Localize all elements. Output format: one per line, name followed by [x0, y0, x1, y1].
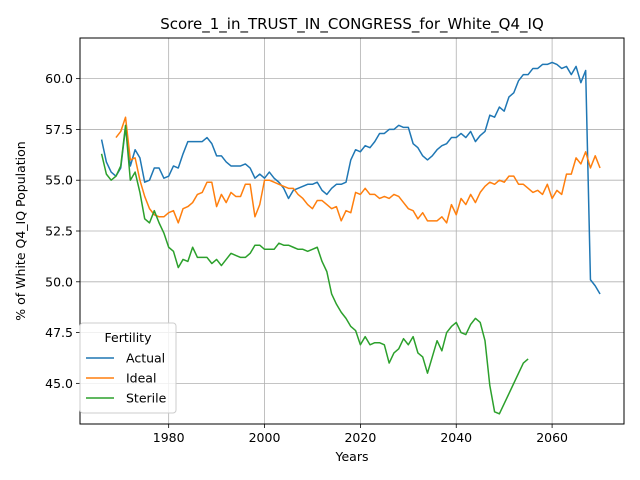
x-tick-label: 2020 — [344, 430, 376, 445]
y-tick-label: 52.5 — [45, 224, 73, 239]
y-tick-label: 60.0 — [45, 71, 73, 86]
y-tick-label: 45.0 — [45, 376, 73, 391]
legend-box — [79, 322, 177, 414]
x-tick-label: 2040 — [440, 430, 472, 445]
x-axis-ticks: 1980 2000 2020 2040 2060 — [153, 424, 568, 445]
chart-title: Score_1_in_TRUST_IN_CONGRESS_for_White_Q… — [160, 15, 544, 34]
legend-label-actual: Actual — [126, 351, 165, 366]
legend-label-sterile: Sterile — [126, 391, 167, 406]
y-tick-label: 50.0 — [45, 274, 73, 289]
y-tick-label: 47.5 — [45, 325, 73, 340]
y-axis-ticks: 45.0 47.5 50.0 52.5 55.0 57.5 60.0 — [45, 71, 80, 391]
y-axis-label: % of White Q4_IQ Population — [13, 141, 28, 320]
y-tick-label: 55.0 — [45, 173, 73, 188]
series-lines — [100, 61, 601, 415]
x-tick-label: 2060 — [536, 430, 568, 445]
legend-title: Fertility — [105, 330, 153, 345]
grid — [80, 38, 624, 424]
series-line-actual — [100, 61, 601, 295]
x-axis-label: Years — [335, 449, 369, 464]
y-tick-label: 57.5 — [45, 122, 73, 137]
series-line-ideal — [115, 116, 601, 224]
x-tick-label: 1980 — [153, 430, 185, 445]
legend: Fertility Actual Ideal Sterile — [79, 322, 177, 414]
x-tick-label: 2000 — [249, 430, 281, 445]
legend-label-ideal: Ideal — [126, 371, 156, 386]
series-line-sterile — [100, 124, 529, 415]
